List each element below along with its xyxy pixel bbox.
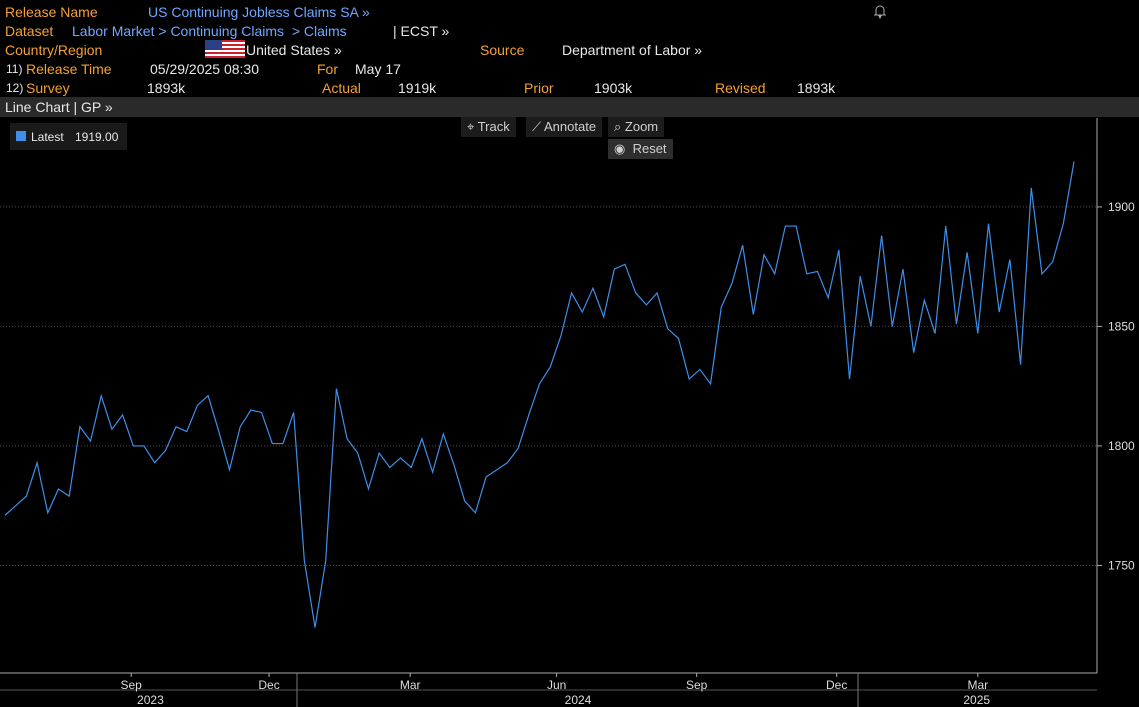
button-label[interactable]: Zoom (624, 119, 659, 134)
release-time: 05/29/2025 08:30 (150, 61, 259, 77)
label: Survey (26, 80, 70, 96)
year-label: 2023 (137, 693, 164, 707)
survey: 1893k (147, 80, 186, 96)
x-tick-label: Dec (826, 678, 847, 692)
year-label: 2025 (963, 693, 990, 707)
dataset-code[interactable]: | ECST » (393, 23, 450, 39)
source[interactable]: Department of Labor » (562, 42, 703, 58)
y-tick-label: 1850 (1108, 319, 1135, 333)
line (4, 161, 1075, 628)
year-label: 2024 (565, 693, 592, 707)
y-tick-label: 1800 (1108, 439, 1135, 453)
label: Release Time (26, 61, 112, 77)
bell-icon[interactable] (872, 3, 888, 19)
reset-button[interactable]: ◉ Reset (608, 139, 673, 159)
x-tick-label: Sep (686, 678, 708, 692)
label: For (317, 61, 338, 77)
annotate-button[interactable]: ⟋ Annotate (526, 117, 603, 137)
period: May 17 (355, 61, 401, 77)
chart-bar: Line Chart | GP » (0, 97, 1139, 117)
prior: 1903k (594, 80, 633, 96)
x-tick-label: Dec (258, 678, 279, 692)
us-flag (205, 40, 245, 58)
x-tick-label: Jun (547, 678, 566, 692)
legend-label: Latest (31, 130, 64, 144)
label: Revised (715, 80, 766, 96)
button-label[interactable]: Reset (632, 141, 667, 156)
chart-bar-title[interactable]: Line Chart | GP » (5, 99, 113, 115)
legend-box (10, 123, 127, 150)
dataset-path[interactable]: Labor Market > Continuing Claims > Claim… (72, 23, 347, 39)
button-label[interactable]: Track (477, 119, 510, 134)
button-label[interactable]: Annotate (544, 119, 597, 134)
y-tick-label: 1900 (1108, 200, 1135, 214)
country[interactable]: United States » (246, 42, 342, 58)
track-button[interactable]: ⌖ Track (461, 117, 516, 137)
item-number: 12) (6, 81, 24, 95)
x-tick-label: Sep (120, 678, 142, 692)
label: Release Name (5, 4, 98, 20)
label: Prior (524, 80, 554, 96)
item-number: 11) (6, 62, 23, 76)
label: Actual (322, 80, 361, 96)
label: Country/Region (5, 42, 103, 58)
label: Source (480, 42, 525, 58)
legend-swatch (16, 131, 26, 141)
zoom-button[interactable]: ⌕ Zoom (608, 117, 665, 137)
label: Dataset (5, 23, 54, 39)
y-tick-label: 1750 (1108, 558, 1135, 572)
release-name[interactable]: US Continuing Jobless Claims SA » (148, 4, 370, 20)
x-tick-label: Mar (400, 678, 421, 692)
actual: 1919k (398, 80, 437, 96)
x-tick-label: Mar (967, 678, 988, 692)
revised: 1893k (797, 80, 836, 96)
legend-value: 1919.00 (75, 130, 119, 144)
